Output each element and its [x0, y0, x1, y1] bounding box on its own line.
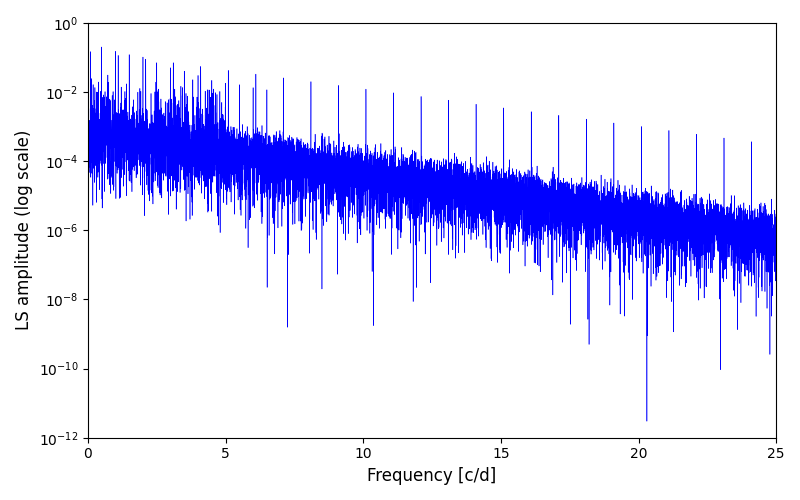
- Y-axis label: LS amplitude (log scale): LS amplitude (log scale): [15, 130, 33, 330]
- X-axis label: Frequency [c/d]: Frequency [c/d]: [367, 467, 497, 485]
